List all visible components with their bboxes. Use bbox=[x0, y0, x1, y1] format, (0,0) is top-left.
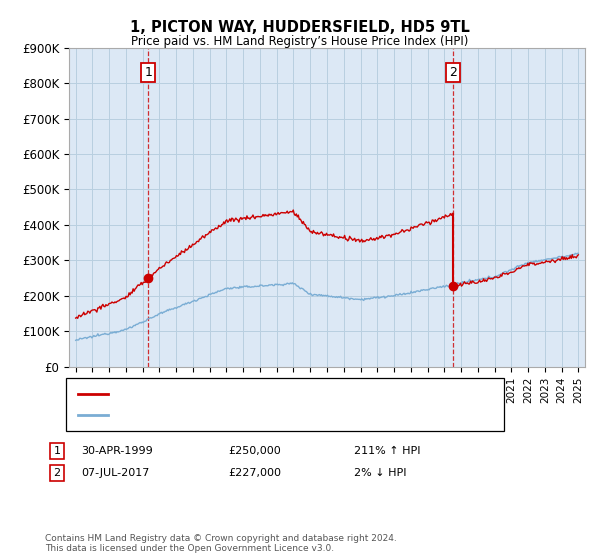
Text: 1, PICTON WAY, HUDDERSFIELD, HD5 9TL (detached house): 1, PICTON WAY, HUDDERSFIELD, HD5 9TL (de… bbox=[114, 389, 447, 399]
Text: 1: 1 bbox=[145, 66, 152, 79]
Text: 2% ↓ HPI: 2% ↓ HPI bbox=[354, 468, 407, 478]
Text: HPI: Average price, detached house, Kirklees: HPI: Average price, detached house, Kirk… bbox=[114, 410, 365, 420]
Text: 1: 1 bbox=[53, 446, 61, 456]
Text: 07-JUL-2017: 07-JUL-2017 bbox=[81, 468, 149, 478]
Text: 1, PICTON WAY, HUDDERSFIELD, HD5 9TL: 1, PICTON WAY, HUDDERSFIELD, HD5 9TL bbox=[130, 20, 470, 35]
Text: 2: 2 bbox=[449, 66, 457, 79]
Text: Contains HM Land Registry data © Crown copyright and database right 2024.
This d: Contains HM Land Registry data © Crown c… bbox=[45, 534, 397, 553]
Text: 30-APR-1999: 30-APR-1999 bbox=[81, 446, 153, 456]
Text: £227,000: £227,000 bbox=[228, 468, 281, 478]
Text: 2: 2 bbox=[53, 468, 61, 478]
Text: 211% ↑ HPI: 211% ↑ HPI bbox=[354, 446, 421, 456]
Text: £250,000: £250,000 bbox=[228, 446, 281, 456]
Text: Price paid vs. HM Land Registry’s House Price Index (HPI): Price paid vs. HM Land Registry’s House … bbox=[131, 35, 469, 48]
